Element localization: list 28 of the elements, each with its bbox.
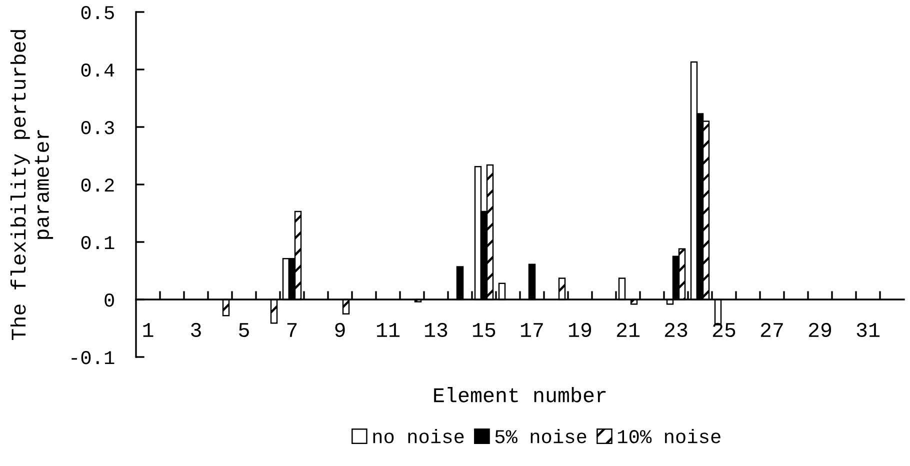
x-tick-label: 9 [335,322,345,338]
y-axis-title: The flexibility perturbed parameter [10,30,54,340]
x-tick-label: 31 [856,322,880,338]
x-tick-label: 11 [377,323,400,337]
y-tick-label: -0.1 [72,351,114,364]
x-tick-label: 29 [808,322,832,338]
x-axis-title: Element number [434,387,606,402]
legend-label: 5% noise [495,428,586,444]
y-tick-label: 0.5 [81,6,114,20]
x-tick-label: 17 [521,323,543,337]
y-tick-label: 0.3 [81,121,114,134]
y-tick-label: 0 [104,294,114,307]
x-tick-label: 13 [425,322,448,338]
x-tick-label: 5 [239,323,249,338]
y-tick-label: 0.2 [81,178,114,192]
legend-label: no noise [373,428,464,444]
x-tick-label: 1 [143,323,154,337]
y-tick-label: 0.4 [81,64,114,77]
y-tick-label: 0.1 [81,236,114,250]
x-tick-label: 25 [712,322,736,338]
x-tick-label: 23 [664,322,688,338]
x-tick-label: 27 [760,322,783,337]
x-tick-label: 3 [191,322,201,338]
x-tick-label: 15 [473,323,496,338]
x-tick-label: 7 [287,323,297,337]
x-tick-label: 19 [569,322,592,338]
legend-label: 10% noise [618,428,720,444]
x-tick-label: 21 [616,322,640,337]
